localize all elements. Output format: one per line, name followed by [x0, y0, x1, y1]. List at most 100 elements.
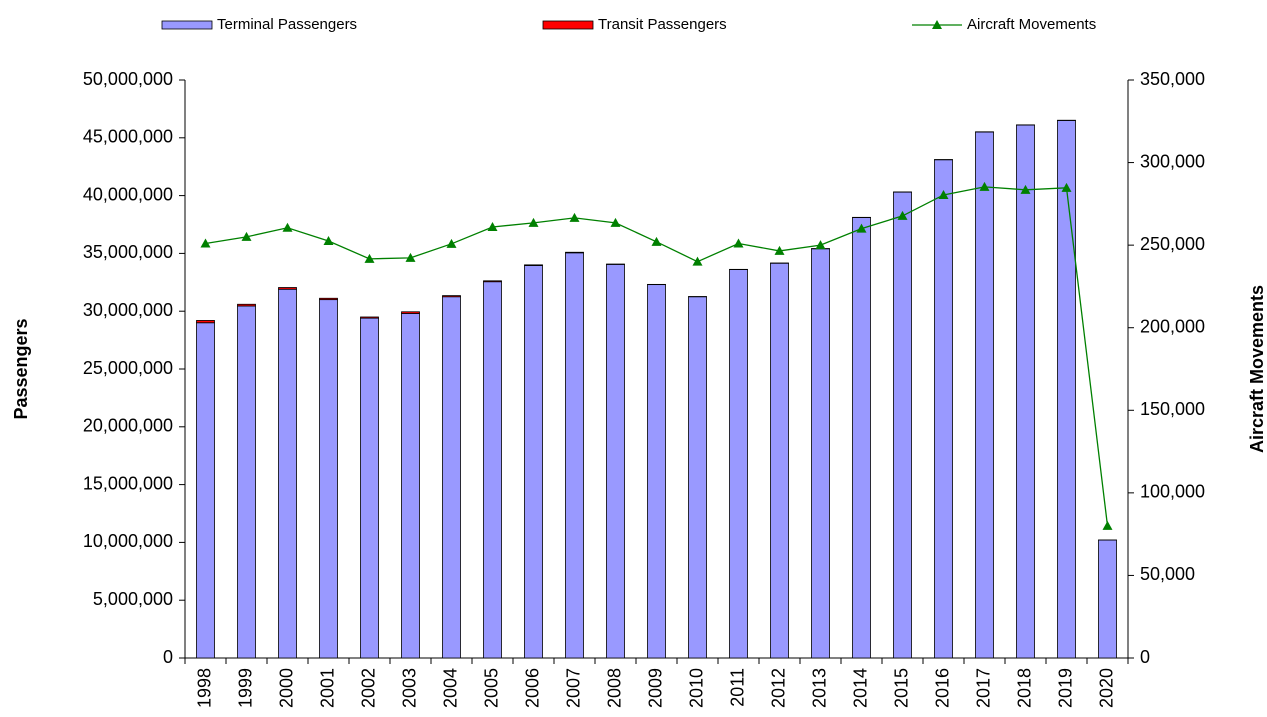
bar — [278, 287, 297, 290]
x-tick-label: 2007 — [563, 668, 583, 708]
bar — [524, 264, 543, 266]
x-tick-label: 2003 — [399, 668, 419, 708]
y-tick-label: 30,000,000 — [83, 300, 173, 320]
y-tick-label: 15,000,000 — [83, 473, 173, 493]
marker — [241, 231, 252, 241]
x-tick-label: 2018 — [1014, 668, 1034, 708]
marker — [692, 256, 703, 266]
bar — [934, 159, 953, 659]
bar — [278, 288, 297, 659]
bar — [237, 303, 256, 307]
bar — [401, 311, 420, 314]
y2-axis-title: Aircraft Movements — [1247, 285, 1267, 453]
x-tick-label: 2000 — [276, 668, 296, 708]
bar — [319, 299, 338, 659]
x-tick-label: 1999 — [235, 668, 255, 708]
x-tick-label: 2006 — [522, 668, 542, 708]
bar — [729, 269, 748, 659]
y-axis-title: Passengers — [11, 318, 31, 419]
x-tick-label: 2004 — [440, 668, 460, 708]
legend-label: Terminal Passengers — [217, 16, 357, 33]
y-tick-label: 50,000,000 — [83, 69, 173, 89]
y2-tick-label: 350,000 — [1140, 69, 1205, 89]
x-tick-label: 2008 — [604, 668, 624, 708]
x-tick-label: 2015 — [891, 668, 911, 708]
marker — [487, 221, 498, 231]
y2-tick-label: 50,000 — [1140, 564, 1195, 584]
legend-label: Transit Passengers — [598, 16, 727, 33]
bar — [442, 296, 461, 659]
x-tick-label: 1998 — [194, 668, 214, 708]
bar — [483, 281, 502, 659]
x-tick-label: 2010 — [686, 668, 706, 708]
bar — [565, 252, 584, 659]
x-tick-label: 2001 — [317, 668, 337, 708]
marker — [364, 253, 375, 263]
marker — [569, 212, 580, 222]
marker — [815, 240, 826, 250]
bar — [442, 295, 461, 298]
marker — [200, 238, 211, 248]
y-tick-label: 25,000,000 — [83, 358, 173, 378]
x-tick-label: 2012 — [768, 668, 788, 708]
marker — [856, 223, 867, 233]
y2-tick-label: 100,000 — [1140, 482, 1205, 502]
legend-label: Aircraft Movements — [967, 16, 1096, 33]
x-tick-label: 2005 — [481, 668, 501, 708]
y2-tick-label: 200,000 — [1140, 316, 1205, 336]
bar — [196, 320, 215, 324]
y2-tick-label: 250,000 — [1140, 234, 1205, 254]
bar — [1016, 124, 1035, 659]
x-tick-label: 2011 — [727, 668, 747, 707]
bar — [975, 131, 994, 659]
bar — [237, 305, 256, 659]
legend-marker — [932, 20, 942, 29]
marker — [979, 181, 990, 191]
marker — [1020, 184, 1031, 194]
bar — [319, 297, 338, 301]
marker — [446, 238, 457, 248]
bar — [1057, 120, 1076, 659]
marker — [405, 252, 416, 262]
y-tick-label: 35,000,000 — [83, 242, 173, 262]
x-tick-label: 2020 — [1096, 668, 1116, 708]
bar — [360, 317, 379, 659]
y-tick-label: 20,000,000 — [83, 416, 173, 436]
marker — [774, 245, 785, 255]
marker — [610, 217, 621, 227]
y2-tick-label: 150,000 — [1140, 399, 1205, 419]
bar — [893, 191, 912, 659]
marker — [897, 210, 908, 220]
y-tick-label: 45,000,000 — [83, 127, 173, 147]
bar — [811, 248, 830, 659]
x-tick-label: 2009 — [645, 668, 665, 708]
bar — [360, 316, 379, 319]
bar — [196, 322, 215, 659]
bar — [524, 265, 543, 659]
legend-swatch — [542, 20, 594, 30]
bar — [565, 251, 584, 254]
y2-tick-label: 0 — [1140, 647, 1150, 667]
marker — [323, 236, 334, 246]
x-tick-label: 2019 — [1055, 668, 1075, 708]
y-tick-label: 5,000,000 — [93, 589, 173, 609]
bar — [647, 284, 666, 659]
x-tick-label: 2002 — [358, 668, 378, 708]
bar — [483, 280, 502, 283]
y-tick-label: 40,000,000 — [83, 184, 173, 204]
marker — [528, 217, 539, 227]
marker — [651, 236, 662, 246]
x-tick-label: 2016 — [932, 668, 952, 708]
legend-swatch — [161, 20, 213, 30]
bar — [606, 263, 625, 659]
y-tick-label: 10,000,000 — [83, 531, 173, 551]
bar — [688, 296, 707, 659]
bar — [1098, 539, 1117, 659]
x-tick-label: 2013 — [809, 668, 829, 708]
marker — [1102, 520, 1113, 530]
bar — [852, 217, 871, 659]
marker — [1061, 182, 1072, 192]
marker — [733, 238, 744, 248]
marker — [282, 222, 293, 232]
